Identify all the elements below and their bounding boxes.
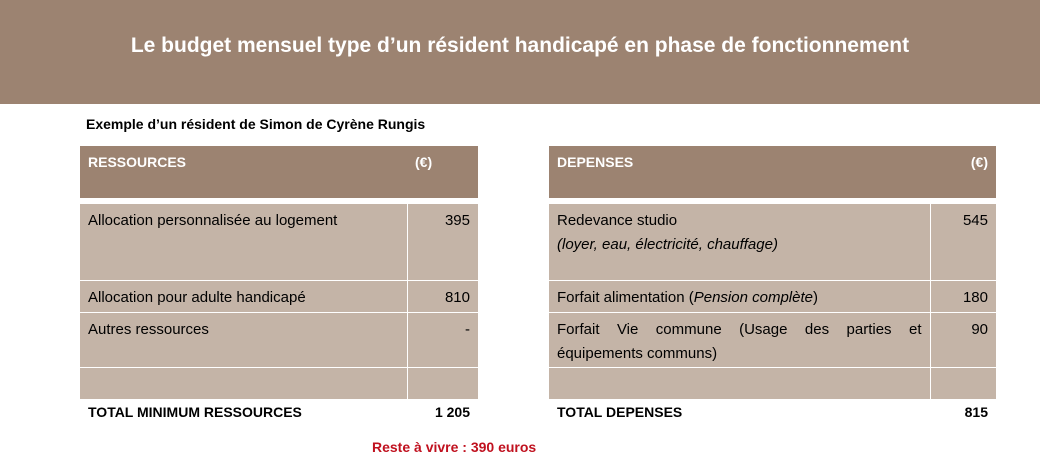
depenses-total-label: TOTAL DEPENSES: [557, 403, 683, 420]
table-row: Redevance studio (loyer, eau, électricit…: [549, 203, 996, 281]
table-row: Allocation pour adulte handicapé 810: [80, 280, 478, 313]
depenses-row-label: Forfait Vie commune (Usage des parties e…: [557, 321, 922, 362]
depenses-total-row: TOTAL DEPENSES 815: [549, 398, 996, 420]
table-row: Forfait Vie commune (Usage des parties e…: [549, 312, 996, 368]
ressources-row-value: -: [465, 321, 470, 338]
page-title: Le budget mensuel type d’un résident han…: [130, 34, 910, 57]
depenses-row-label: Forfait alimentation (: [557, 289, 694, 306]
table-row: [80, 367, 479, 399]
ressources-total-row: TOTAL MINIMUM RESSOURCES 1 205: [80, 398, 478, 420]
depenses-table: DEPENSES (€) Redevance studio (loyer, ea…: [549, 146, 996, 420]
table-row: [549, 367, 997, 399]
depenses-row-value: [931, 368, 997, 373]
ressources-row-label: Allocation pour adulte handicapé: [88, 289, 306, 306]
table-row: Forfait alimentation (Pension complète) …: [549, 280, 996, 313]
reste-a-vivre: Reste à vivre : 390 euros: [372, 439, 537, 455]
ressources-row-value: [408, 368, 479, 373]
depenses-header-unit: (€): [970, 154, 988, 170]
ressources-row-value: 395: [444, 212, 470, 229]
depenses-row-value: 90: [971, 321, 988, 338]
depenses-row-suffix: ): [812, 289, 818, 306]
ressources-total-value: 1 205: [434, 403, 470, 420]
ressources-row-label: [80, 368, 407, 373]
depenses-row-value: 545: [962, 212, 988, 229]
depenses-row-value: 180: [962, 289, 988, 306]
ressources-total-label: TOTAL MINIMUM RESSOURCES: [88, 403, 302, 420]
ressources-row-label: Allocation personnalisée au logement: [88, 212, 338, 229]
table-row: Autres ressources -: [80, 312, 478, 368]
table-row: Allocation personnalisée au logement 395: [80, 203, 478, 281]
ressources-header-label: RESSOURCES: [88, 154, 187, 170]
ressources-header: RESSOURCES (€): [80, 146, 478, 198]
ressources-header-unit: (€): [415, 154, 433, 170]
title-banner: Le budget mensuel type d’un résident han…: [0, 0, 1040, 104]
depenses-header: DEPENSES (€): [549, 146, 996, 198]
depenses-row-detail: Pension complète: [693, 289, 813, 306]
subtitle: Exemple d’un résident de Simon de Cyrène…: [86, 116, 426, 132]
depenses-row-detail: (loyer, eau, électricité, chauffage): [557, 236, 778, 253]
ressources-row-label: Autres ressources: [88, 321, 209, 338]
depenses-row-label: [549, 368, 930, 373]
depenses-row-label: Redevance studio: [557, 212, 678, 229]
ressources-row-value: 810: [444, 289, 470, 306]
depenses-total-value: 815: [964, 403, 988, 420]
ressources-table: RESSOURCES (€) Allocation personnalisée …: [80, 146, 478, 420]
depenses-header-label: DEPENSES: [557, 154, 634, 170]
